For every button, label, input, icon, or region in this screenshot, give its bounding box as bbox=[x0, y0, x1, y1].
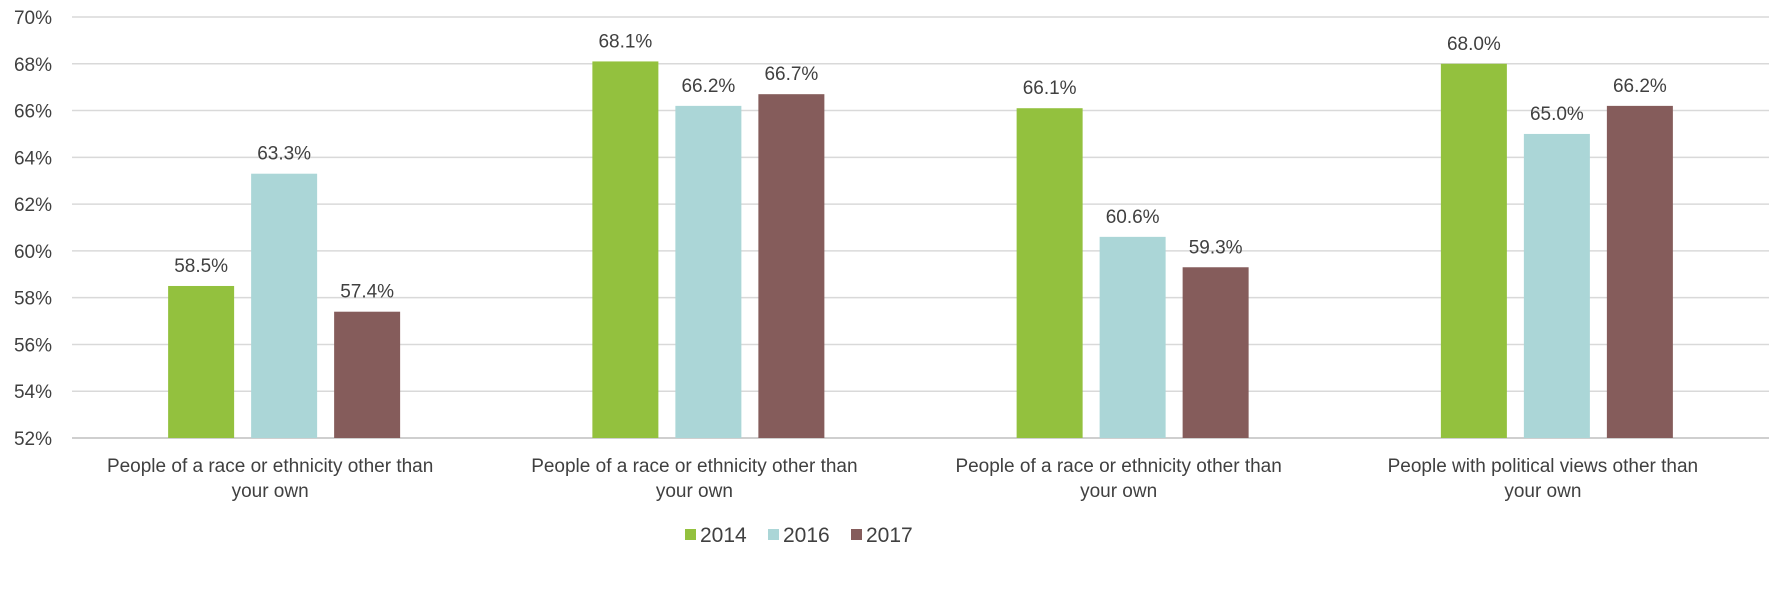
legend-swatch-2017 bbox=[851, 529, 862, 540]
category-label: your own bbox=[1504, 481, 1581, 502]
bar-2014-cat-2 bbox=[592, 61, 659, 438]
bar-2014-cat-3 bbox=[1016, 108, 1083, 438]
data-label-2017-cat-2: 66.7% bbox=[764, 64, 818, 85]
category-label: People of a race or ethnicity other than bbox=[531, 456, 857, 477]
category-label: People of a race or ethnicity other than bbox=[107, 456, 433, 477]
y-tick-label: 54% bbox=[14, 382, 52, 403]
legend-label-2017: 2017 bbox=[866, 524, 913, 547]
y-tick-label: 68% bbox=[14, 55, 52, 76]
category-label: People of a race or ethnicity other than bbox=[955, 456, 1281, 477]
category-label: your own bbox=[232, 481, 309, 502]
y-tick-label: 60% bbox=[14, 242, 52, 263]
legend-swatch-2014 bbox=[685, 529, 696, 540]
category-label: your own bbox=[1080, 481, 1157, 502]
gridlines bbox=[72, 16, 1769, 439]
bar-2016-cat-1 bbox=[251, 173, 318, 438]
y-tick-label: 58% bbox=[14, 289, 52, 310]
bars bbox=[168, 61, 1673, 439]
bar-2017-cat-1 bbox=[334, 311, 401, 438]
data-label-2016-cat-2: 66.2% bbox=[681, 76, 735, 97]
bar-2014-cat-4 bbox=[1440, 63, 1507, 439]
y-tick-label: 62% bbox=[14, 195, 52, 216]
legend-label-2016: 2016 bbox=[783, 524, 830, 547]
category-label: People with political views other than bbox=[1388, 456, 1699, 477]
y-axis-tick-labels: 52% 54% 56% 58% 60% 62% 64% 66% 68% 70% bbox=[14, 8, 52, 450]
data-label-2014-cat-1: 58.5% bbox=[174, 256, 228, 277]
bar-2017-cat-3 bbox=[1182, 267, 1249, 438]
bar-2016-cat-3 bbox=[1099, 236, 1166, 438]
bar-2017-cat-4 bbox=[1606, 105, 1673, 438]
data-label-2017-cat-1: 57.4% bbox=[340, 282, 394, 303]
data-label-2014-cat-2: 68.1% bbox=[598, 31, 652, 52]
bar-2016-cat-4 bbox=[1523, 133, 1590, 438]
legend-label-2014: 2014 bbox=[700, 524, 747, 547]
bar-2014-cat-1 bbox=[168, 285, 235, 438]
y-tick-label: 52% bbox=[14, 429, 52, 450]
legend: 2014 2016 2017 bbox=[685, 524, 913, 547]
y-tick-label: 70% bbox=[14, 8, 52, 29]
data-label-2017-cat-3: 59.3% bbox=[1189, 237, 1243, 258]
bar-2017-cat-2 bbox=[758, 94, 825, 438]
y-tick-label: 64% bbox=[14, 148, 52, 169]
bar-2016-cat-2 bbox=[675, 105, 742, 438]
category-label: your own bbox=[656, 481, 733, 502]
data-label-2016-cat-1: 63.3% bbox=[257, 144, 311, 165]
data-labels: 58.5% 68.1% 66.1% 68.0% 63.3% 66.2% 60.6% 65.0%… bbox=[174, 31, 1667, 302]
legend-swatch-2016 bbox=[768, 529, 779, 540]
y-tick-label: 56% bbox=[14, 335, 52, 356]
data-label-2016-cat-4: 65.0% bbox=[1530, 104, 1584, 125]
data-label-2014-cat-3: 66.1% bbox=[1023, 78, 1077, 99]
data-label-2014-cat-4: 68.0% bbox=[1447, 34, 1501, 55]
data-label-2017-cat-4: 66.2% bbox=[1613, 76, 1667, 97]
category-labels: People of a race or ethnicity other than… bbox=[107, 456, 1698, 502]
data-label-2016-cat-3: 60.6% bbox=[1106, 207, 1160, 228]
y-tick-label: 66% bbox=[14, 102, 52, 123]
